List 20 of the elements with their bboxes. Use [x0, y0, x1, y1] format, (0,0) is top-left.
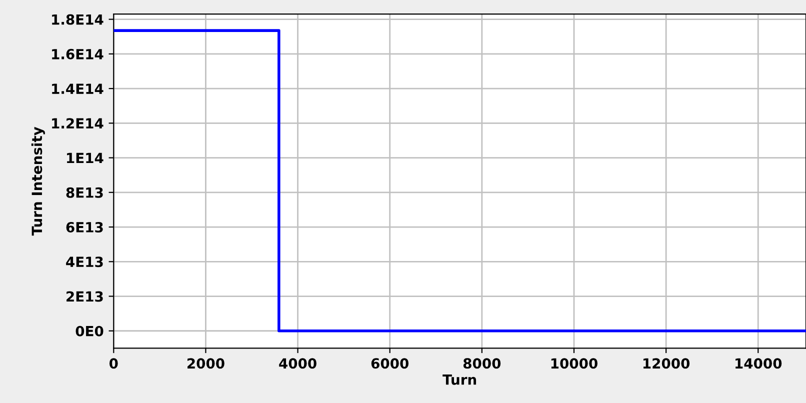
x-tick-label: 0 — [109, 358, 118, 369]
y-axis-title: Turn Intensity — [31, 126, 45, 236]
x-tick-label: 6000 — [371, 358, 409, 369]
y-tick-label: 1.8E14 — [52, 14, 104, 25]
y-tick-label: 4E13 — [66, 256, 103, 268]
y-tick-label: 6E13 — [66, 222, 103, 232]
x-tick-label: 12000 — [643, 358, 690, 369]
x-tick-label: 10000 — [551, 358, 598, 369]
x-tick-label: 14000 — [736, 358, 782, 369]
x-tick-label: 4000 — [279, 358, 316, 369]
y-tick-label: 1.4E14 — [52, 84, 104, 94]
y-tick-label: 1.6E14 — [52, 48, 104, 60]
y-tick-label: 1E14 — [67, 152, 104, 164]
y-tick-label: 1.2E14 — [52, 118, 104, 128]
y-tick-label: 8E13 — [66, 187, 103, 198]
x-tick-label: 2000 — [187, 358, 224, 369]
x-tick-label: 8000 — [463, 358, 501, 369]
y-tick-label: 2E13 — [66, 291, 103, 302]
x-axis-title: Turn — [442, 374, 476, 385]
y-tick-label: 0E0 — [76, 326, 104, 336]
